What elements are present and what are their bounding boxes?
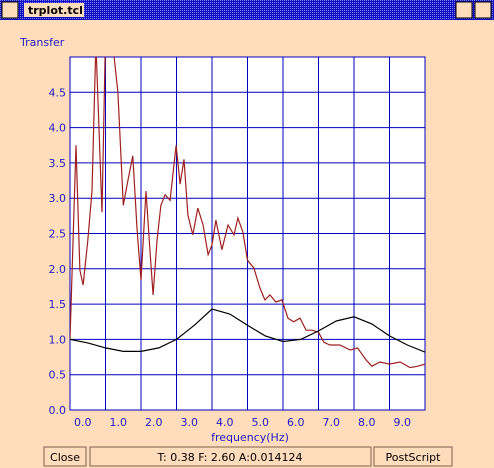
y-tick-label: 1.5 (49, 298, 67, 311)
y-tick-label: 4.0 (49, 122, 67, 135)
y-tick-label: 4.5 (49, 86, 67, 99)
y-tick-label: 2.5 (49, 228, 67, 241)
window-menu[interactable] (1, 1, 19, 19)
y-tick-label: 1.0 (49, 333, 67, 346)
minimize[interactable] (455, 1, 473, 19)
x-tick-label: 2.0 (145, 416, 163, 429)
y-tick-label: 3.0 (49, 192, 67, 205)
series-line (70, 308, 425, 353)
plot-lines (70, 57, 425, 369)
x-tick-label: 0.0 (74, 416, 92, 429)
x-tick-label: 9.0 (394, 416, 412, 429)
x-tick-label: 7.0 (323, 416, 341, 429)
postscript-button[interactable] (373, 446, 453, 467)
x-tick-label: 5.0 (252, 416, 270, 429)
series-line (70, 57, 425, 369)
maximize[interactable] (474, 1, 492, 19)
x-tick-label: 1.0 (110, 416, 128, 429)
window-title: trplot.tcl (28, 4, 83, 17)
x-tick-label: 3.0 (181, 416, 199, 429)
status-text: T: 0.38 F: 2.60 A:0.014124 (157, 451, 303, 464)
title-bar (0, 0, 494, 20)
x-tick-label: 4.0 (216, 416, 234, 429)
y-tick-label: 3.5 (49, 157, 67, 170)
postscript-label[interactable]: PostScript (386, 451, 442, 464)
close-label[interactable]: Close (50, 451, 80, 464)
y-tick-label: 0.5 (49, 369, 67, 382)
close-button[interactable] (43, 446, 87, 467)
x-axis-label: frequency(Hz) (211, 431, 289, 444)
title-bg (24, 3, 84, 17)
x-tick-label: 8.0 (358, 416, 376, 429)
y-axis-label: Transfer (19, 36, 65, 49)
y-tick-label: 0.0 (49, 404, 67, 417)
x-tick-label: 6.0 (287, 416, 305, 429)
y-tick-label: 2.0 (49, 263, 67, 276)
status-field (89, 446, 372, 467)
